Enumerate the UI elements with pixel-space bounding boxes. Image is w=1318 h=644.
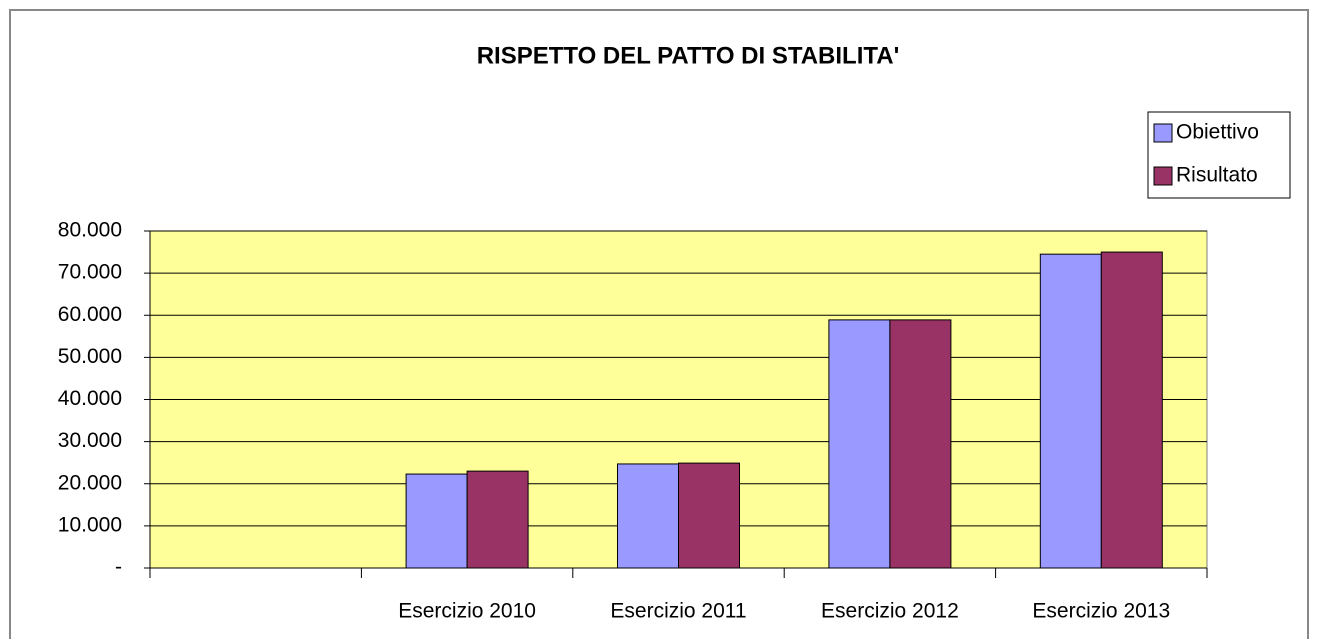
x-tick-label: Esercizio 2013 [1032,600,1170,623]
y-tick-label: - [115,556,122,579]
x-tick-label: Esercizio 2010 [398,600,536,623]
chart-title: RISPETTO DEL PATTO DI STABILITA' [477,42,900,69]
legend-label: Risultato [1176,164,1258,187]
y-tick-label: 80.000 [58,219,122,242]
x-tick-label: Esercizio 2011 [610,600,746,623]
bar [678,462,740,569]
bar [828,319,891,569]
legend-swatch [1153,166,1173,186]
y-tick-label: 10.000 [58,513,122,536]
bar [1039,253,1102,569]
y-tick-label: 60.000 [58,303,122,326]
y-tick-label: 70.000 [58,261,122,284]
legend-swatch [1153,123,1173,143]
bar [889,319,952,569]
bar [617,463,679,569]
bar [1100,251,1163,569]
legend-label: Obiettivo [1176,121,1259,144]
y-tick-label: 50.000 [58,345,122,368]
y-tick-label: 20.000 [58,471,122,494]
y-tick-label: 40.000 [58,387,122,410]
bar [405,473,468,569]
y-tick-label: 30.000 [58,429,122,452]
bar [466,470,529,569]
x-tick-label: Esercizio 2012 [821,600,959,623]
